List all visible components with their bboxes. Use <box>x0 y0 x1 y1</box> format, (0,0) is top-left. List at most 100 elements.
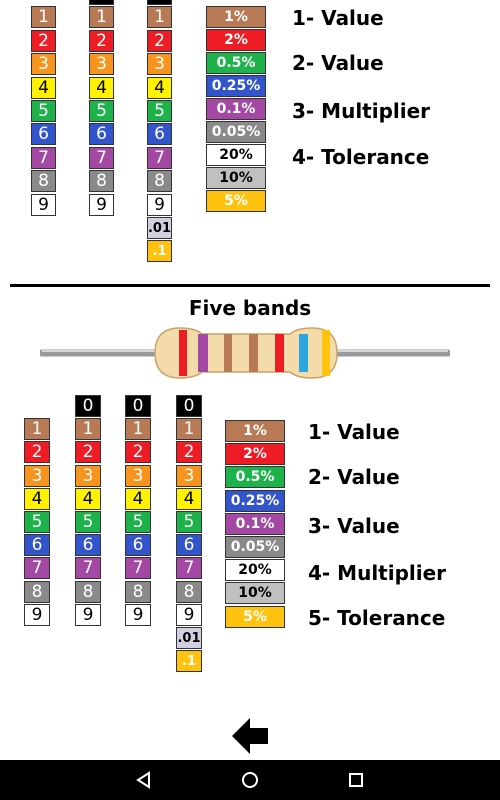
tolerance-cell: 0.25% <box>225 489 285 512</box>
nav-recents-button[interactable] <box>326 760 386 800</box>
color-code-cell: 9 <box>75 603 101 626</box>
color-code-cell: 4 <box>176 487 202 510</box>
color-code-cell: 7 <box>75 557 101 580</box>
color-code-cell: 3 <box>89 53 114 76</box>
color-code-cell: 7 <box>31 146 56 169</box>
legend-label: 1- Value <box>292 6 384 30</box>
resistor-band <box>299 334 308 372</box>
color-code-cell: 6 <box>147 123 172 146</box>
color-code-cell: 9 <box>24 603 50 626</box>
resistor-band <box>198 334 208 372</box>
resistor-bands <box>179 330 330 376</box>
tolerance-cell: 5% <box>225 605 285 628</box>
tolerance-cell: 2% <box>206 29 266 51</box>
legend-label: 3- Value <box>308 514 400 538</box>
tolerance-cell: 10% <box>206 167 266 189</box>
color-code-cell: 7 <box>147 146 172 169</box>
color-code-cell: 1 <box>89 6 114 29</box>
resistor-band <box>322 330 330 376</box>
color-code-cell: 1 <box>31 6 56 29</box>
color-code-cell: 8 <box>75 580 101 603</box>
nav-back-button[interactable] <box>114 760 174 800</box>
color-code-cell: .1 <box>147 240 172 263</box>
color-code-cell: 3 <box>31 53 56 76</box>
tolerance-cell: 0.05% <box>206 121 266 143</box>
color-code-cell: .01 <box>147 217 172 239</box>
color-code-cell: 0 <box>176 395 202 417</box>
color-code-cell: 9 <box>125 603 151 626</box>
color-code-cell: 0 <box>75 395 101 417</box>
legend-label: 4- Multiplier <box>308 561 447 585</box>
color-code-cell: 8 <box>89 170 114 193</box>
color-code-cell: 2 <box>176 441 202 464</box>
legend-label: 3- Multiplier <box>292 99 431 123</box>
legend-label: 5- Tolerance <box>308 606 446 630</box>
color-code-cell: .01 <box>176 627 202 649</box>
section-divider <box>10 284 490 287</box>
color-code-cell: 4 <box>89 76 114 99</box>
color-code-cell: 6 <box>31 123 56 146</box>
color-code-cell: 0 <box>89 0 114 5</box>
color-code-cell: 5 <box>31 100 56 122</box>
color-code-cell: 1 <box>176 418 202 441</box>
legend-label: 2- Value <box>308 465 400 489</box>
color-code-cell: 1 <box>125 418 151 441</box>
system-nav-bar <box>0 760 500 800</box>
tolerance-cell: 10% <box>225 582 285 605</box>
color-code-cell: 5 <box>89 100 114 122</box>
color-code-cell: 0 <box>147 0 172 5</box>
color-code-cell: 7 <box>125 557 151 580</box>
home-circle-icon <box>242 772 258 788</box>
color-code-cell: 3 <box>24 464 50 487</box>
color-code-cell: 2 <box>125 441 151 464</box>
color-code-cell: 9 <box>147 193 172 216</box>
color-code-cell: 7 <box>176 557 202 580</box>
tolerance-cell: 1% <box>225 420 285 442</box>
color-code-cell: 8 <box>31 170 56 193</box>
back-triangle-icon <box>136 771 150 789</box>
color-code-cell: 2 <box>75 441 101 464</box>
color-code-cell: 1 <box>24 418 50 441</box>
color-code-cell: 4 <box>24 487 50 510</box>
tolerance-cell: 0.5% <box>225 466 285 489</box>
color-code-cell: 5 <box>176 511 202 533</box>
resistor-band <box>179 330 187 376</box>
tolerance-cell: 0.1% <box>206 98 266 120</box>
legend-label: 4- Tolerance <box>292 145 430 169</box>
resistor-illustration <box>40 327 450 379</box>
color-code-cell: 3 <box>147 53 172 76</box>
color-code-cell: 6 <box>89 123 114 146</box>
color-code-cell: 2 <box>24 441 50 464</box>
color-code-cell: 4 <box>147 76 172 99</box>
tolerance-cell: 0.1% <box>225 512 285 535</box>
color-code-cell: 9 <box>31 193 56 216</box>
color-code-cell: 5 <box>125 511 151 533</box>
color-code-cell: 1 <box>147 6 172 29</box>
color-code-cell: 5 <box>147 100 172 122</box>
color-code-cell: 2 <box>31 29 56 52</box>
color-code-cell: 6 <box>24 534 50 557</box>
color-code-cell: 5 <box>75 511 101 533</box>
color-code-cell: 8 <box>24 580 50 603</box>
color-code-cell: 2 <box>147 29 172 52</box>
resistor-band <box>224 334 232 372</box>
tolerance-cell: 20% <box>225 559 285 582</box>
color-code-cell: 1 <box>75 418 101 441</box>
resistor-band <box>249 334 258 372</box>
color-code-cell: 7 <box>24 557 50 580</box>
color-code-cell: 6 <box>75 534 101 557</box>
five-band-title: Five bands <box>188 296 312 320</box>
color-code-cell: 8 <box>125 580 151 603</box>
legend-label: 2- Value <box>292 51 384 75</box>
tolerance-cell: 20% <box>206 144 266 166</box>
nav-home-button[interactable] <box>220 760 280 800</box>
color-code-cell: 0 <box>125 395 151 417</box>
color-code-cell: 3 <box>176 464 202 487</box>
left-arrow-icon[interactable] <box>232 718 270 754</box>
tolerance-cell: 2% <box>225 443 285 466</box>
color-code-cell: 2 <box>89 29 114 52</box>
color-code-cell: 3 <box>125 464 151 487</box>
color-code-cell: 6 <box>176 534 202 557</box>
color-code-cell: .1 <box>176 650 202 673</box>
tolerance-cell: 5% <box>206 190 266 212</box>
